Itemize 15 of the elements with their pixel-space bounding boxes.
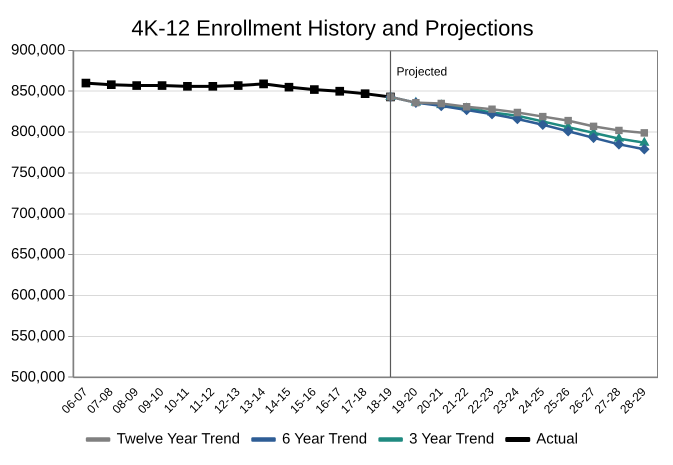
y-tick-label: 650,000 [10,246,66,263]
legend-label: Twelve Year Trend [116,430,240,448]
ref-line-label: Projected [396,64,448,79]
y-tick-label: 750,000 [10,164,66,182]
chart-title: 4K-12 Enrollment History and Projections [131,15,534,40]
y-tick-label: 700,000 [10,204,66,222]
legend-label: 6 Year Trend [282,430,368,448]
y-tick-label: 500,000 [10,368,66,386]
y-tick-label: 600,000 [10,286,66,304]
y-tick-label: 550,000 [10,327,66,344]
legend-label: Actual [536,430,578,448]
y-tick-label: 850,000 [10,82,66,100]
legend-label: 3 Year Trend [409,430,494,448]
y-tick-label: 900,000 [10,42,66,59]
y-tick-label: 800,000 [10,123,66,140]
